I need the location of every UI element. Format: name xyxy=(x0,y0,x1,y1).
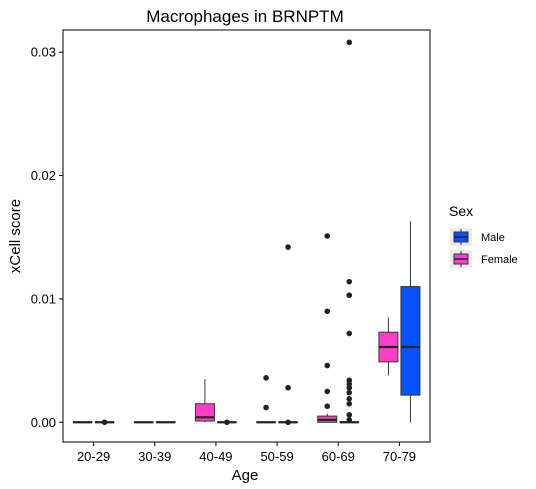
box-male-40-49 xyxy=(216,419,237,426)
legend-label-male: Male xyxy=(481,232,505,244)
x-axis: 20-29 30-39 40-49 50-59 60-69 70-79 xyxy=(77,442,416,464)
box-male-20-29 xyxy=(94,419,115,426)
y-tick-label-2: 0.02 xyxy=(31,168,56,183)
x-tick-label-1: 30-39 xyxy=(138,449,171,464)
y-tick-label-3: 0.03 xyxy=(31,45,56,60)
outlier-female-60-69-2 xyxy=(324,362,331,369)
box-male-50-59 xyxy=(278,244,299,426)
x-tick-label-5: 70-79 xyxy=(383,449,416,464)
box-female-40-49 xyxy=(194,379,215,423)
outlier-male-50-59-1 xyxy=(285,384,291,391)
plot-marks xyxy=(72,39,421,426)
outlier-female-60-69-0 xyxy=(324,233,331,239)
outlier-male-60-69-9 xyxy=(346,400,353,407)
x-tick-label-3: 50-59 xyxy=(260,449,293,464)
outlier-male-60-69-10 xyxy=(346,412,353,418)
outlier-male-60-69-8 xyxy=(346,396,353,402)
legend-label-female: Female xyxy=(481,254,518,266)
legend: Sex Male Female xyxy=(449,203,518,268)
outlier-male-50-59-0 xyxy=(285,244,291,250)
outlier-male-60-69-6 xyxy=(346,384,353,391)
outlier-male-40-49-0 xyxy=(224,419,230,426)
x-tick-label-4: 60-69 xyxy=(322,449,355,464)
outlier-female-60-69-1 xyxy=(324,308,331,315)
outlier-female-60-69-3 xyxy=(324,388,331,395)
outlier-female-50-59-1 xyxy=(263,404,269,411)
outlier-male-60-69-3 xyxy=(346,330,353,337)
outlier-male-60-69-7 xyxy=(346,389,353,396)
outlier-male-60-69-2 xyxy=(346,292,353,299)
box-male-60-69 xyxy=(339,39,360,424)
outlier-male-20-29-0 xyxy=(101,419,108,426)
outlier-female-50-59-0 xyxy=(263,375,269,381)
box-iqr-male-70-79 xyxy=(400,286,421,396)
legend-item-male: Male xyxy=(450,228,505,246)
legend-title: Sex xyxy=(449,203,473,219)
box-female-70-79 xyxy=(378,317,399,376)
legend-item-female: Female xyxy=(450,250,518,268)
chart-title: Macrophages in BRNPTM xyxy=(146,7,343,26)
outlier-male-60-69-0 xyxy=(346,39,353,46)
y-tick-label-0: 0.00 xyxy=(31,415,56,430)
y-axis: 0.00 0.01 0.02 0.03 xyxy=(31,45,63,430)
box-male-70-79 xyxy=(400,221,421,423)
box-iqr-female-40-49 xyxy=(194,403,215,422)
y-tick-label-1: 0.01 xyxy=(31,291,56,306)
box-female-50-59 xyxy=(256,375,277,424)
outlier-female-60-69-4 xyxy=(324,403,331,410)
x-tick-label-2: 40-49 xyxy=(199,449,232,464)
plot-panel xyxy=(62,29,431,443)
x-axis-title: Age xyxy=(232,467,259,484)
box-female-60-69 xyxy=(317,233,338,423)
outlier-male-50-59-2 xyxy=(285,419,291,426)
outlier-male-60-69-1 xyxy=(346,278,353,285)
y-axis-title: xCell score xyxy=(7,199,24,273)
x-tick-label-0: 20-29 xyxy=(77,449,110,464)
outlier-male-60-69-11 xyxy=(346,416,353,423)
